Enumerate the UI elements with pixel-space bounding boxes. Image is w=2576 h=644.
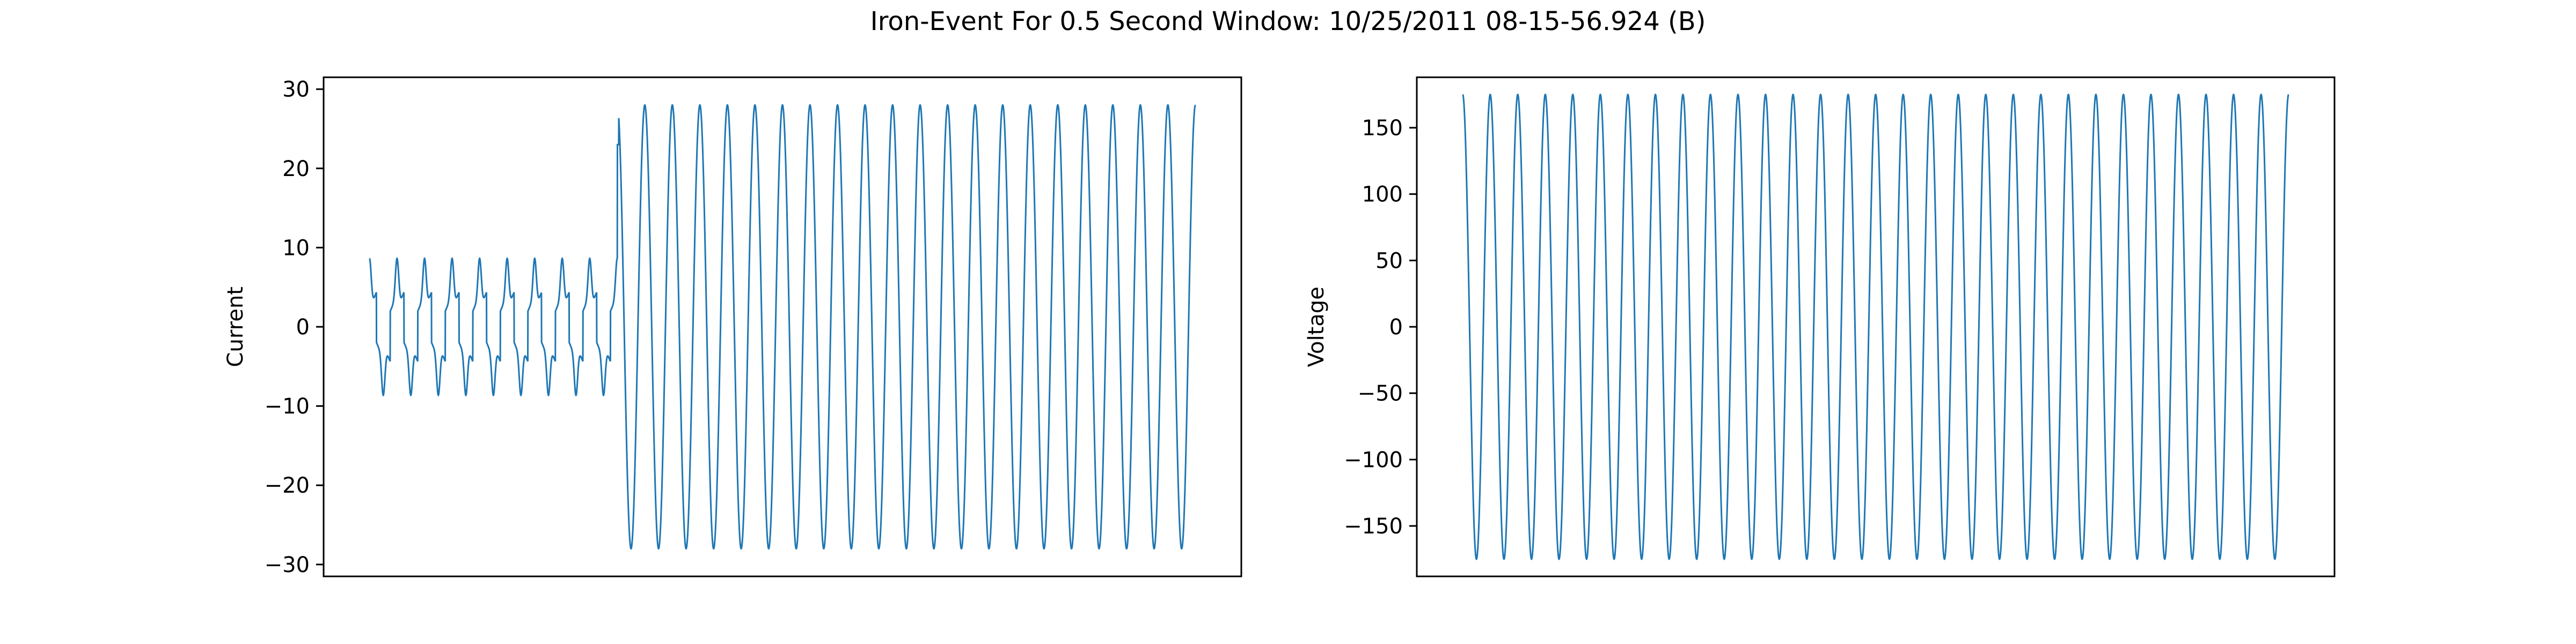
- y-tick-label: 100: [1362, 182, 1403, 207]
- y-tick-label: 0: [296, 315, 310, 340]
- y-tick-label: −10: [265, 394, 310, 419]
- y-tick-label: 20: [282, 157, 310, 181]
- y-tick-label: −150: [1344, 514, 1403, 539]
- current-y-ticks: −30 −20 −10 0 10 20 30: [265, 77, 324, 577]
- current-plot-frame: [323, 76, 1242, 577]
- y-tick-label: 10: [282, 236, 310, 260]
- y-tick-label: 30: [282, 77, 310, 102]
- y-tick-label: 0: [1389, 315, 1403, 340]
- figure-title: Iron-Event For 0.5 Second Window: 10/25/…: [870, 6, 1706, 36]
- y-tick-label: 50: [1375, 248, 1403, 273]
- current-subplot: −30 −20 −10 0 10 20 30 Current: [223, 76, 1242, 577]
- y-tick-label: −50: [1358, 382, 1403, 406]
- voltage-y-axis-label: Voltage: [1304, 287, 1329, 367]
- current-y-axis-label: Current: [223, 287, 248, 367]
- voltage-y-ticks: −150 −100 −50 0 50 100 150: [1344, 116, 1417, 539]
- y-tick-label: −20: [265, 473, 310, 498]
- y-tick-label: 150: [1362, 116, 1403, 141]
- current-series-line: [369, 104, 1196, 550]
- voltage-subplot: −150 −100 −50 0 50 100 150 Voltage: [1304, 76, 2336, 577]
- voltage-plot-frame: [1416, 76, 2336, 577]
- voltage-series-line: [1462, 93, 2289, 560]
- y-tick-label: −30: [265, 553, 310, 577]
- y-tick-label: −100: [1344, 448, 1403, 472]
